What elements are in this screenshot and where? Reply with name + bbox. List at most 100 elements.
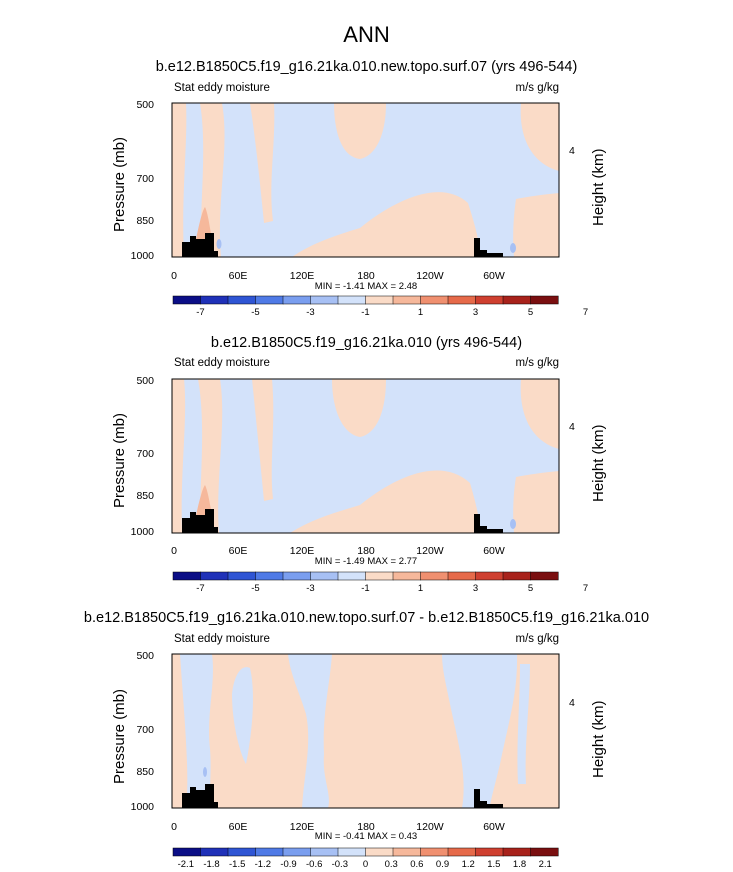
panel-1-units: m/s g/kg <box>515 82 559 94</box>
panel-2-colorbar-label: -5 <box>251 583 260 594</box>
panel-3-colorbar-label: 1.5 <box>487 859 501 870</box>
panel-2-warm-region <box>290 470 480 533</box>
panel-3-ytick: 500 <box>136 650 154 662</box>
panel-1-ytick: 1000 <box>130 250 154 262</box>
panel-2-ytick-right: 4 <box>569 421 575 433</box>
figure-title: ANN <box>343 22 390 47</box>
panel-3-left-label: Stat eddy moisture <box>174 633 270 645</box>
colorbar-cell <box>172 571 202 581</box>
panel-1-warm-region <box>250 103 275 223</box>
colorbar-cell <box>172 295 202 305</box>
panel-3-colorbar <box>172 847 559 857</box>
panel-2-xtick: 120W <box>416 545 444 557</box>
panel-2-xtick: 60W <box>483 545 505 557</box>
panel-1-colorbar-label: 1 <box>417 307 424 318</box>
panel-1-topography <box>474 238 503 257</box>
panel-3-ytick: 700 <box>136 724 154 736</box>
panel-3-colorbar-label: 0 <box>362 859 369 870</box>
panel-2-ytick: 1000 <box>130 526 154 538</box>
panel-3-cool-region <box>232 667 253 764</box>
panel-2-colorbar-label: 1 <box>417 583 424 594</box>
panel-2-warm-region <box>513 471 559 533</box>
panel-3-colorbar-label: 0.3 <box>384 859 398 870</box>
panel-1-plot <box>171 102 560 258</box>
panel-2-ytick: 500 <box>136 375 154 387</box>
colorbar-cell <box>255 571 284 581</box>
panel-3-colorbar-label: -1.5 <box>229 859 246 870</box>
colorbar-cell <box>420 295 449 305</box>
panel-3-cool-region <box>288 654 332 808</box>
panel-2-left-label: Stat eddy moisture <box>174 357 270 369</box>
panel-3-topography <box>182 784 218 808</box>
panel-3-colorbar-label: -1.2 <box>254 859 271 870</box>
colorbar-cell <box>502 847 532 857</box>
panel-1-colorbar <box>172 295 559 305</box>
panel-3-title: b.e12.B1850C5.f19_g16.21ka.010.new.topo.… <box>83 610 650 626</box>
panel-1-frame <box>171 102 560 258</box>
panel-2-title: b.e12.B1850C5.f19_g16.21ka.010 (yrs 496-… <box>210 335 523 351</box>
colorbar-cell <box>172 847 202 857</box>
panel-2-frame <box>171 378 560 534</box>
panel-1-warm-peak <box>196 207 212 239</box>
panel-1-ylabel-right: Height (km) <box>590 148 607 226</box>
panel-1-colorbar-label: 3 <box>472 307 479 318</box>
panel-2-topography <box>474 514 503 533</box>
colorbar-cell <box>365 571 394 581</box>
panel-2-xtick: 120E <box>289 545 315 557</box>
colorbar-cell <box>365 295 394 305</box>
panel-2-warm-region <box>332 379 386 437</box>
colorbar-cell <box>475 847 504 857</box>
panel-3-cool-spot <box>203 767 207 777</box>
colorbar-cell <box>310 295 339 305</box>
panel-2-xtick: 0 <box>171 545 177 557</box>
panel-2-xtick: 180 <box>357 545 375 557</box>
panel-1-topography <box>182 233 218 257</box>
panel-1-title: b.e12.B1850C5.f19_g16.21ka.010.new.topo.… <box>155 59 578 75</box>
panel-3-xtick: 120W <box>416 821 444 833</box>
panel-1-warm-region <box>513 193 559 257</box>
panel-3-colorbar-label: -0.9 <box>280 859 297 870</box>
colorbar-cell <box>447 295 477 305</box>
panel-1-cool-spot <box>510 243 516 253</box>
colorbar-cell <box>337 847 367 857</box>
colorbar-cell <box>200 571 229 581</box>
panel-1-cool-spot <box>216 239 222 249</box>
panel-3-colorbar-label: 0.6 <box>410 859 424 870</box>
panel-3-colorbar-label: 1.8 <box>512 859 527 870</box>
panel-1-warm-region <box>292 192 479 257</box>
panel-1-colorbar-label: -3 <box>306 307 315 318</box>
panel-2-colorbar-label: -7 <box>196 583 205 594</box>
colorbar-cell <box>227 571 257 581</box>
panel-1-xtick: 120E <box>289 270 315 282</box>
panel-2-ytick: 850 <box>136 490 154 502</box>
colorbar-cell <box>337 295 367 305</box>
colorbar-cell <box>255 295 284 305</box>
panel-2-units: m/s g/kg <box>515 357 559 369</box>
panel-3-xtick: 120E <box>289 821 315 833</box>
panel-1-ytick: 700 <box>136 173 154 185</box>
panel-3-colorbar-label: 1.2 <box>461 859 475 870</box>
colorbar-cell <box>310 571 339 581</box>
panel-1-warm-region <box>520 103 559 171</box>
panel-3-ytick-right: 4 <box>569 697 575 709</box>
panel-2-topography <box>182 509 218 533</box>
panel-2-colorbar-label: -1 <box>361 583 370 594</box>
panel-1-warm-region <box>334 103 386 159</box>
colorbar-cell <box>255 847 284 857</box>
panel-2-warm-region <box>252 379 274 501</box>
panel-2-ylabel-right: Height (km) <box>590 424 607 502</box>
colorbar-cell <box>420 571 449 581</box>
panel-2-cool-spot <box>510 519 516 529</box>
panel-1-colorbar-label: -5 <box>251 307 260 318</box>
colorbar-cell <box>392 847 422 857</box>
panel-3-xtick: 180 <box>357 821 375 833</box>
panel-2-ytick: 700 <box>136 448 154 460</box>
panel-3-minmax: MIN = -0.41 MAX = 0.43 <box>314 831 418 842</box>
panel-3-colorbar-label: 0.9 <box>435 859 450 870</box>
panel-3-ytick: 1000 <box>130 801 154 813</box>
panel-3-colorbar-label: 2.1 <box>538 859 552 870</box>
panel-1-ytick: 850 <box>136 215 154 227</box>
panel-1-colorbar-label: 5 <box>527 307 534 318</box>
colorbar-cell <box>502 295 532 305</box>
colorbar-cell <box>227 847 257 857</box>
